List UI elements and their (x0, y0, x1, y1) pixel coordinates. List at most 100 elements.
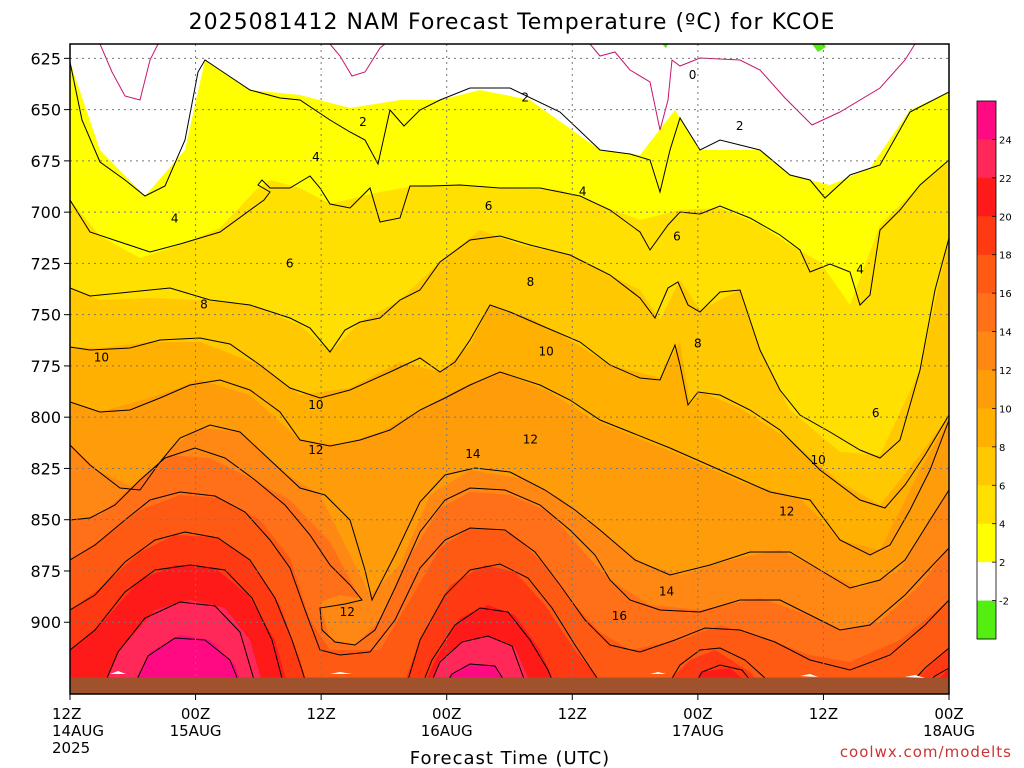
colorbar-label: 10 (999, 404, 1012, 415)
chart-title: 2025081412 NAM Forecast Temperature (ºC)… (189, 10, 836, 35)
contour-label: 4 (312, 150, 320, 164)
colorbar-swatch (977, 408, 996, 448)
y-tick-label: 750 (30, 306, 61, 325)
contour-label: 12 (308, 443, 323, 457)
y-tick-label: 800 (30, 408, 61, 427)
contour-label: 8 (527, 275, 535, 289)
colorbar-legend: 24 22 20 18 16 14 12 10 8 6 4 2 -2 (976, 100, 1012, 640)
colorbar-label: 14 (999, 328, 1012, 339)
contour-label: 14 (465, 447, 480, 461)
contour-2c (70, 59, 949, 199)
contour-label: 10 (538, 345, 553, 359)
contour-label: 14 (659, 584, 674, 598)
y-tick-label: 700 (30, 203, 61, 222)
contour-label: 10 (94, 351, 109, 365)
contour-labels: 0 2 2 2 4 4 4 4 6 6 6 6 8 8 8 10 10 10 10 12 12 12 12 14 14 16 (94, 68, 880, 623)
y-tick-label: 725 (30, 254, 61, 273)
x-tick-date-label: 17AUG (672, 722, 724, 740)
y-tick-label: 650 (30, 101, 61, 120)
colorbar-label: -2 (999, 597, 1009, 608)
contour-label: 16 (612, 609, 627, 623)
y-tick-label: 875 (30, 562, 61, 581)
y-tick-label: 900 (30, 613, 61, 632)
x-tick-time-label: 12Z (809, 705, 838, 723)
y-axis: 625 650 675 700 725 750 775 800 825 850 875 900 (30, 49, 70, 632)
contour-10c (70, 371, 949, 556)
band-20c (70, 565, 949, 694)
x-tick-date-label: 18AUG (923, 722, 975, 740)
x-tick-time-label: 12Z (558, 705, 587, 723)
x-tick-date-label: 14AUG (52, 722, 104, 740)
contour-label: 6 (286, 256, 294, 270)
y-tick-label: 825 (30, 459, 61, 478)
x-tick-time-label: 00Z (934, 705, 963, 723)
contour-label: 10 (811, 453, 826, 467)
colorbar-swatch (977, 370, 996, 409)
contour-label: 10 (308, 398, 323, 412)
grid (70, 44, 949, 694)
colorbar-swatch (977, 331, 996, 371)
plot-frame (69, 43, 950, 695)
colorbar-swatch (977, 600, 996, 640)
colorbar-swatch (977, 562, 996, 602)
contour-label: 8 (694, 336, 702, 350)
contour-12c (70, 424, 949, 602)
colorbar-swatch (977, 523, 996, 563)
ground-surface (70, 677, 949, 694)
colorbar-label: 24 (999, 135, 1012, 146)
contour-label: 12 (523, 433, 538, 447)
x-tick-time-label: 00Z (683, 705, 712, 723)
x-tick-time-label: 00Z (432, 705, 461, 723)
x-tick-time-label: 12Z (52, 705, 81, 723)
contour-lines (70, 44, 949, 691)
contour-14c (70, 447, 949, 646)
contour-label: 8 (200, 297, 208, 311)
colorbar-swatch (977, 216, 996, 256)
x-tick-date-label: 16AUG (421, 722, 473, 740)
x-tick-year-label: 2025 (52, 739, 90, 757)
colorbar-swatch (977, 101, 996, 140)
contour-label: 6 (673, 230, 681, 244)
credit-text: coolwx.com/modelts (840, 743, 1012, 761)
y-tick-label: 675 (30, 152, 61, 171)
colorbar-label: 16 (999, 289, 1012, 300)
y-tick-label: 625 (30, 49, 61, 68)
contour-label: 4 (856, 263, 864, 277)
contour-label: 6 (872, 406, 880, 420)
contour-label: 2 (521, 90, 529, 104)
y-tick-label: 850 (30, 511, 61, 530)
contour-20c (70, 564, 949, 691)
colorbar-label: 12 (999, 366, 1012, 377)
colorbar-label: 20 (999, 212, 1012, 223)
colorbar-swatch (977, 446, 996, 486)
plot-area: 0 2 2 2 4 4 4 4 6 6 6 6 8 8 8 10 10 10 10 12 12 12 12 14 14 16 (70, 44, 949, 694)
x-tick-time-label: 00Z (181, 705, 210, 723)
colorbar-swatch (977, 254, 996, 294)
colorbar-label: 18 (999, 251, 1012, 262)
contour-label: 2 (736, 119, 744, 133)
colorbar-swatch (977, 293, 996, 333)
chart-title-text: 2025081412 NAM Forecast Temperature (ºC)… (189, 10, 836, 35)
colorbar-label: 6 (999, 481, 1005, 492)
contour-label: 4 (171, 211, 179, 225)
contour-label: 2 (359, 115, 367, 129)
contour-4c (70, 159, 949, 306)
colorbar-swatch (977, 139, 996, 179)
contour-label: 0 (689, 68, 697, 82)
colorbar-label: 22 (999, 174, 1012, 185)
contour-label: 12 (340, 605, 355, 619)
contour-16c (70, 491, 949, 671)
x-tick-date-label: 15AUG (170, 722, 222, 740)
colorbar-label: 8 (999, 443, 1005, 454)
contour-0c (99, 44, 916, 131)
colorbar-swatch (977, 485, 996, 525)
contour-label: 4 (579, 185, 587, 199)
colorbar-label: 2 (999, 558, 1005, 569)
contour-8c (70, 304, 949, 509)
x-axis-title: Forecast Time (UTC) (410, 748, 610, 768)
contour-label: 6 (485, 199, 493, 213)
colorbar-label: 4 (999, 520, 1005, 531)
